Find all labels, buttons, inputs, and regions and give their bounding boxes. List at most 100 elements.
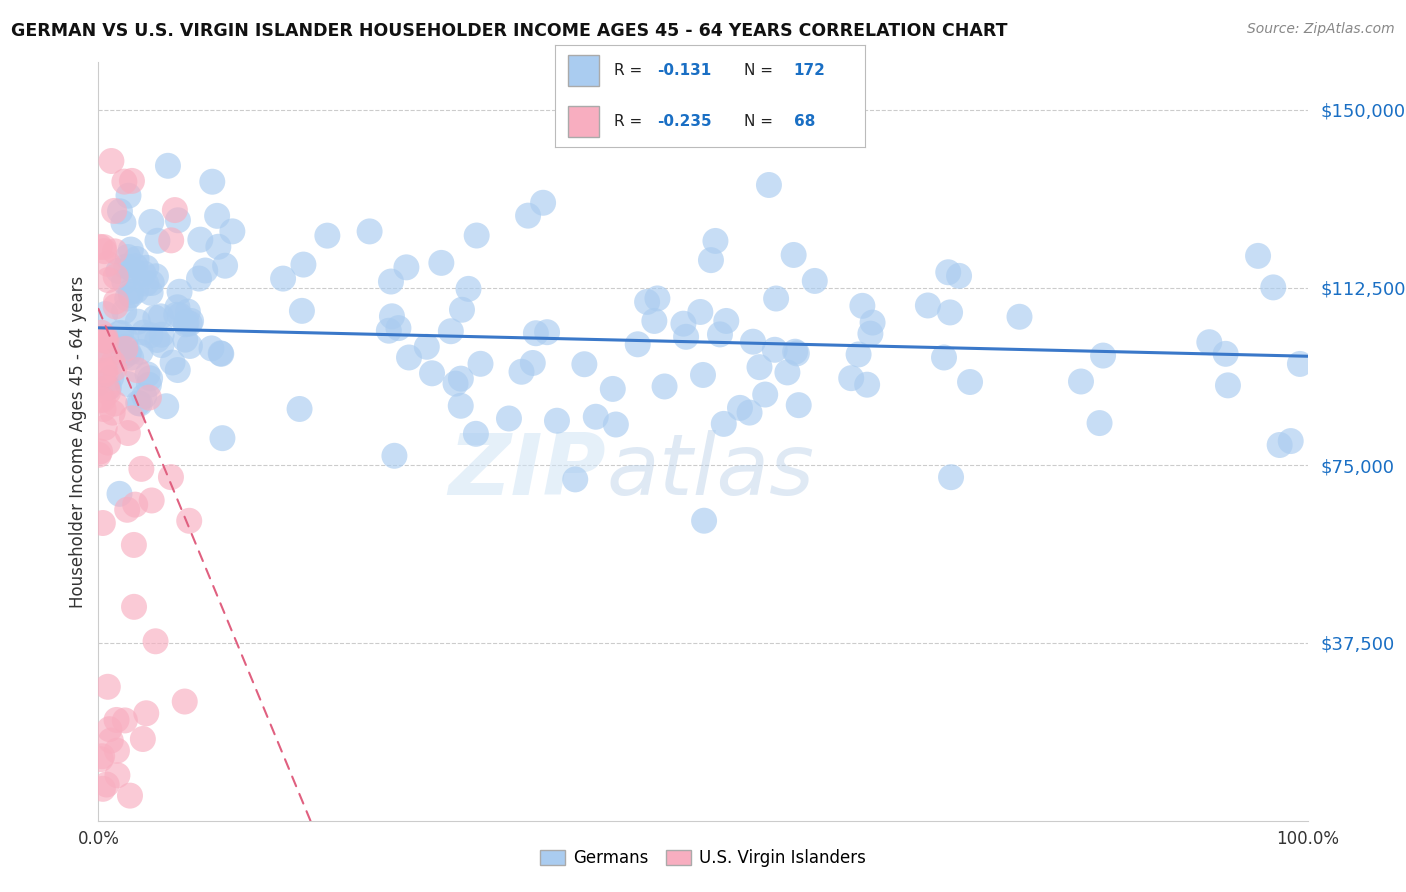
Point	[450, 371, 472, 385]
Point	[89, 353, 111, 368]
Point	[160, 470, 183, 484]
Point	[122, 263, 145, 277]
Point	[141, 215, 163, 229]
Point	[728, 401, 751, 415]
Point	[134, 389, 156, 403]
Point	[221, 224, 243, 238]
Point	[97, 349, 120, 363]
Point	[163, 203, 186, 218]
Point	[97, 380, 120, 394]
Point	[104, 269, 127, 284]
Point	[108, 326, 131, 341]
Point	[93, 332, 115, 346]
Point	[209, 346, 232, 360]
Point	[129, 396, 152, 410]
Point	[124, 498, 146, 512]
Point	[862, 316, 884, 330]
Text: 68: 68	[793, 114, 815, 129]
FancyBboxPatch shape	[568, 55, 599, 86]
Point	[167, 213, 190, 227]
Point	[381, 310, 404, 324]
Point	[135, 706, 157, 721]
Point	[176, 315, 198, 329]
Point	[214, 259, 236, 273]
Point	[173, 694, 195, 708]
Point	[709, 327, 731, 342]
Point	[605, 417, 627, 432]
Point	[754, 387, 776, 401]
Point	[114, 342, 136, 356]
Point	[585, 409, 607, 424]
Point	[917, 298, 939, 312]
Point	[939, 305, 962, 319]
Point	[136, 368, 159, 382]
Point	[177, 304, 200, 318]
Point	[782, 248, 804, 262]
Point	[139, 285, 162, 300]
Text: R =: R =	[614, 114, 643, 129]
Point	[416, 340, 439, 354]
Point	[117, 425, 139, 440]
Point	[292, 258, 315, 272]
Point	[132, 731, 155, 746]
Point	[387, 321, 409, 335]
Point	[574, 357, 596, 371]
Point	[131, 462, 153, 476]
Point	[174, 317, 197, 331]
Point	[89, 444, 111, 458]
Point	[93, 421, 115, 435]
Point	[132, 266, 155, 280]
Point	[135, 277, 157, 291]
Point	[839, 371, 862, 385]
Point	[149, 310, 172, 324]
Point	[859, 326, 882, 341]
Text: N =: N =	[744, 114, 773, 129]
Point	[91, 392, 114, 407]
Point	[180, 314, 202, 328]
Point	[139, 328, 162, 343]
Point	[169, 285, 191, 299]
Point	[380, 275, 402, 289]
Point	[101, 406, 124, 420]
Point	[117, 377, 139, 392]
Point	[87, 448, 110, 462]
Point	[156, 159, 179, 173]
Point	[174, 333, 197, 347]
Point	[108, 487, 131, 501]
Text: N =: N =	[744, 62, 773, 78]
Point	[420, 367, 443, 381]
Point	[104, 244, 127, 259]
Point	[150, 327, 173, 342]
Point	[444, 376, 467, 391]
Point	[94, 367, 117, 381]
Point	[536, 325, 558, 339]
Point	[89, 240, 111, 254]
Point	[207, 240, 229, 254]
Point	[179, 317, 201, 331]
Point	[103, 361, 125, 376]
Point	[165, 308, 187, 322]
Text: ZIP: ZIP	[449, 430, 606, 514]
Point	[94, 307, 117, 321]
Point	[602, 382, 624, 396]
Point	[162, 355, 184, 369]
FancyBboxPatch shape	[568, 106, 599, 137]
Point	[97, 273, 120, 287]
Point	[643, 314, 665, 328]
Point	[1268, 438, 1291, 452]
Point	[786, 346, 808, 360]
Point	[498, 411, 520, 425]
Point	[763, 343, 786, 357]
Point	[848, 347, 870, 361]
Point	[93, 334, 115, 348]
Point	[105, 294, 128, 309]
Point	[531, 195, 554, 210]
Text: 172: 172	[793, 62, 825, 78]
Point	[271, 271, 294, 285]
Point	[143, 310, 166, 325]
Point	[188, 271, 211, 285]
Point	[1088, 416, 1111, 430]
Point	[378, 324, 401, 338]
Point	[748, 360, 770, 375]
Point	[1008, 310, 1031, 324]
